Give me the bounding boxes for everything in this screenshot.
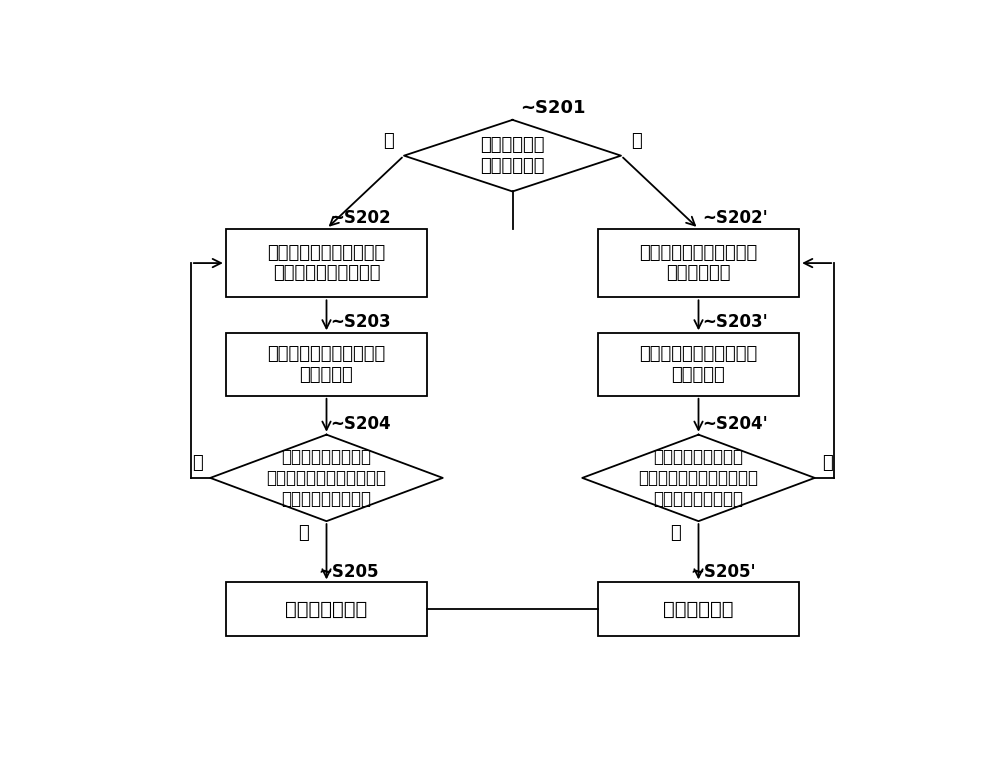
Text: 切换到线性状态: 切换到线性状态 xyxy=(285,600,368,618)
Text: ~S203: ~S203 xyxy=(330,313,391,332)
Bar xyxy=(598,582,799,636)
Bar xyxy=(226,229,427,298)
Bar xyxy=(226,582,427,636)
Text: ~S204': ~S204' xyxy=(702,415,768,433)
Text: ~S205: ~S205 xyxy=(319,563,379,580)
Text: 判断所述动态范围値
是否满足所述当前摄像状态
对应的动态范围条件: 判断所述动态范围値 是否满足所述当前摄像状态 对应的动态范围条件 xyxy=(639,448,759,508)
Text: 获取当前采集到的图像的
长帧、短帧直方图信息: 获取当前采集到的图像的 长帧、短帧直方图信息 xyxy=(267,243,386,282)
Text: ~S205': ~S205' xyxy=(691,563,756,580)
Text: 是: 是 xyxy=(822,454,833,472)
Text: ~S203': ~S203' xyxy=(702,313,768,332)
Text: 否: 否 xyxy=(670,524,681,542)
Text: 计算当前采集到的图像的
动态范围値: 计算当前采集到的图像的 动态范围値 xyxy=(267,345,386,384)
Bar xyxy=(598,229,799,298)
Text: ~S204: ~S204 xyxy=(330,415,391,433)
Text: 切换到宽动态: 切换到宽动态 xyxy=(663,600,734,618)
Text: ~S202: ~S202 xyxy=(330,209,391,227)
Text: ~S202': ~S202' xyxy=(702,209,768,227)
Text: 当前摄像状态
是否为宽动态: 当前摄像状态 是否为宽动态 xyxy=(480,136,545,175)
Text: 计算当前采集到的图像的
动态范围値: 计算当前采集到的图像的 动态范围値 xyxy=(639,345,758,384)
Text: ~S201: ~S201 xyxy=(520,99,586,117)
Text: 否: 否 xyxy=(298,524,309,542)
Text: 获取当前采集到的图像的
帧直方图信息: 获取当前采集到的图像的 帧直方图信息 xyxy=(639,243,758,282)
Text: 判断所述动态范围値
是否满足所述当前摄像状态
对应的动态范围条件: 判断所述动态范围値 是否满足所述当前摄像状态 对应的动态范围条件 xyxy=(266,448,386,508)
Text: 是: 是 xyxy=(383,132,394,150)
Bar xyxy=(598,333,799,396)
Text: 是: 是 xyxy=(192,454,202,472)
Text: 否: 否 xyxy=(631,132,642,150)
Bar xyxy=(226,333,427,396)
